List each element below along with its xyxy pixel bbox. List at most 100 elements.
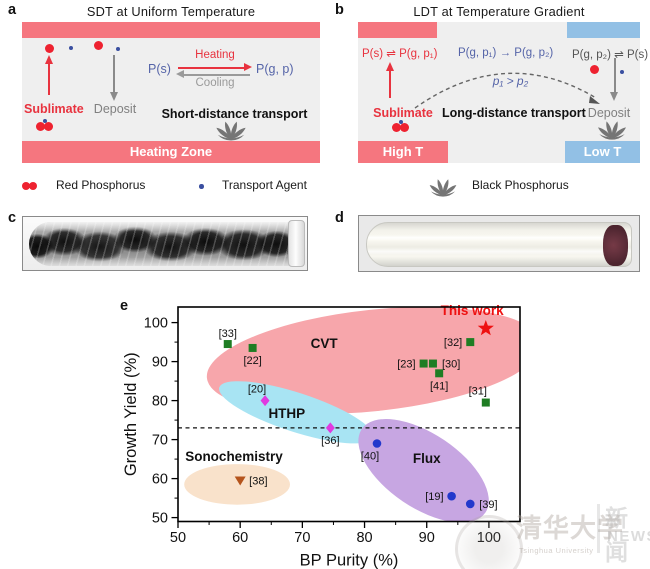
transport-agent-particle: [69, 46, 73, 50]
deposit-arrow-icon: [610, 92, 618, 101]
transport-agent-particle: [620, 70, 624, 74]
panel-a-title: SDT at Uniform Temperature: [86, 4, 256, 19]
residue-plug: [603, 225, 628, 266]
region-label-sonochemistry: Sonochemistry: [185, 449, 283, 464]
transport-agent-icon: [199, 184, 204, 189]
deposit-arrow-stem: [113, 55, 115, 94]
reference-label: [19]: [425, 491, 443, 503]
long-distance-arrow: [414, 72, 600, 109]
photo-empty-ampoule: [358, 215, 640, 272]
sublimate-arrow-stem: [389, 70, 391, 98]
x-tick-label: 60: [232, 530, 248, 546]
data-point: [248, 343, 257, 352]
panel-e-letter: e: [120, 298, 129, 314]
data-point: [223, 340, 232, 349]
hot-band-top: [358, 22, 437, 38]
data-point: [466, 338, 475, 347]
deposit-arrow-stem: [613, 58, 616, 94]
heating-label: Heating: [195, 49, 235, 61]
cold-band-top: [567, 22, 640, 38]
data-point: [435, 369, 444, 378]
high-t-band: High T: [358, 141, 448, 163]
reference-label: [41]: [430, 380, 448, 392]
ampoule-sealed-end: [288, 220, 305, 267]
region-cvt: [206, 307, 520, 414]
x-axis-label: BP Purity (%): [300, 552, 399, 569]
panel-d-letter: d: [335, 210, 344, 226]
y-tick-label: 100: [144, 316, 168, 332]
heating-zone-band: Heating Zone: [22, 141, 320, 163]
legend-red-phosphorus: Red Phosphorus: [56, 178, 146, 192]
red-phosphorus-particle: [44, 122, 53, 131]
sublimate-arrow-icon: [44, 55, 53, 64]
region-label-hthp: HTHP: [268, 406, 305, 421]
method-regions: [184, 307, 520, 522]
bp-purity-vs-growth-yield-chart: CVT HTHP Sonochemistry Flux [33] [22] [23] [30]…: [122, 303, 521, 569]
red-phosphorus-particle: [392, 123, 401, 132]
cooling-label: Cooling: [195, 77, 235, 89]
reference-label: [38]: [249, 476, 267, 488]
reference-label: [31]: [469, 386, 487, 398]
data-point: [481, 398, 490, 407]
reference-label: [33]: [219, 328, 237, 340]
legend-transport-agent: Transport Agent: [222, 178, 307, 192]
ampoule-with-bp-crystals: [29, 222, 301, 266]
heating-arrow-stem: [178, 67, 244, 69]
x-tick-label: 70: [294, 530, 310, 546]
long-distance-transport-label: Long-distance transport: [442, 106, 586, 120]
red-phosphorus-particle: [36, 122, 45, 131]
x-tick-label: 100: [477, 530, 501, 546]
y-tick-label: 60: [152, 472, 168, 488]
legend-black-phosphorus: Black Phosphorus: [472, 178, 569, 192]
eq-transport: P(g, p₁) → P(g, p₂): [458, 47, 554, 59]
x-tick-label: 50: [170, 530, 186, 546]
eq-solid: P(s): [148, 62, 171, 76]
y-tick-label: 80: [152, 394, 168, 410]
panel-b-title: LDT at Temperature Gradient: [413, 4, 585, 19]
photo-bp-filled-ampoule: [22, 216, 308, 271]
red-phosphorus-icon: [29, 182, 37, 190]
data-point: [419, 359, 428, 368]
reference-label: [36]: [321, 435, 339, 447]
deposit-arrow-icon: [109, 92, 118, 101]
data-point: [325, 422, 335, 434]
transport-agent-particle: [398, 119, 403, 124]
panel-c-letter: c: [8, 210, 17, 226]
this-work-star: [477, 320, 494, 336]
panel-a-diagram: Heating Zone Sublimate Deposit Heating C…: [22, 22, 320, 163]
pressure-relation: p₁ > p₂: [492, 74, 529, 88]
reference-label: [22]: [243, 355, 261, 367]
data-point: [372, 439, 382, 448]
reference-label: [30]: [442, 359, 460, 371]
x-tick-label: 80: [356, 530, 372, 546]
eq-deposition: P(g, p₂) ⇌ P(s): [572, 49, 649, 61]
sublimate-label: Sublimate: [373, 106, 433, 120]
this-work-label: This work: [441, 303, 505, 318]
data-point: [234, 476, 246, 486]
reference-label: [39]: [479, 499, 497, 511]
sublimate-arrow-icon: [385, 62, 394, 71]
cooling-arrow-icon: [176, 70, 184, 79]
region-label-cvt: CVT: [311, 336, 339, 351]
y-axis-label: Growth Yield (%): [122, 352, 140, 476]
red-phosphorus-particle: [590, 65, 599, 74]
eq-gas: P(g, p): [256, 62, 294, 76]
low-t-band: Low T: [565, 141, 640, 163]
data-point: [260, 395, 270, 407]
figure-legend: Red Phosphorus Transport Agent Black Pho…: [0, 172, 650, 202]
heater-band-top: [22, 22, 320, 38]
cooling-arrow-stem: [184, 74, 250, 76]
data-point: [465, 499, 475, 509]
x-tick-label: 90: [419, 530, 435, 546]
region-sonochemistry: [184, 464, 290, 505]
red-phosphorus-particle: [400, 123, 409, 132]
reference-label: [32]: [444, 337, 462, 349]
black-phosphorus-icon: [429, 179, 457, 197]
red-phosphorus-particle: [93, 40, 103, 50]
data-point: [447, 491, 456, 501]
transport-agent-particle: [116, 47, 120, 51]
y-tick-label: 70: [152, 433, 168, 449]
region-flux: [358, 419, 489, 522]
panel-b-letter: b: [335, 2, 344, 18]
